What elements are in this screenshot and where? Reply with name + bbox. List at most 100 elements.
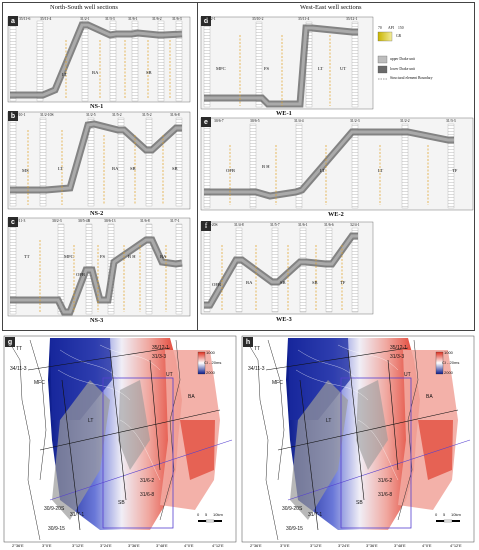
map-label: BA [426, 394, 433, 400]
panel-d-tag: d [201, 16, 211, 26]
map-label: 34/11-3 [248, 366, 265, 372]
map-label: 30/9-20S [44, 506, 65, 512]
panel-g-tag: g [5, 337, 15, 347]
element-label: BA [92, 70, 99, 75]
well-label: 30/2-1 [206, 17, 216, 21]
map-label: BA [188, 394, 195, 400]
well-label: 35/12-1 [346, 17, 358, 21]
map-label: 35/12-1 [152, 345, 169, 351]
map-label: 35/12-1 [390, 345, 407, 351]
map-label: UT [166, 372, 173, 378]
well-label: 31/6-6 [324, 223, 334, 227]
well-label: 31/2-2 [400, 119, 410, 123]
element-label: TF [452, 168, 458, 173]
legend-gr: GR [396, 34, 402, 38]
well-label: 31/6-1 [298, 223, 308, 227]
map-label: 31/6-2 [140, 478, 155, 484]
colorbar-top: 1000 [444, 350, 453, 355]
legend-api-max: 150 [398, 26, 404, 30]
panel-h-tag: h [243, 337, 253, 347]
colorbar-bottom: 2000 [206, 370, 215, 375]
element-label: BA [246, 280, 253, 285]
lon-tick: 3°36'E [128, 543, 140, 548]
element-label: FS [264, 66, 270, 71]
element-label: LT [58, 166, 64, 171]
well-label: 30/2-3 [52, 219, 62, 223]
well-label: 31/4-8 [234, 223, 244, 227]
well-label: 35/11-6 [19, 17, 31, 21]
element-label: TF [340, 280, 346, 285]
map-label: SB [118, 500, 125, 506]
colorbar-bottom: 2000 [444, 370, 453, 375]
legend-boundary: Structural element Boundary [390, 76, 433, 80]
element-label: SB [280, 280, 286, 285]
scale-5: 5 [443, 512, 446, 517]
lon-tick: 3°48'E [156, 543, 168, 548]
well-label: 31/6-3 [172, 17, 182, 21]
map-label: 31/6-2 [378, 478, 393, 484]
panel-c-tag: c [8, 217, 18, 227]
well-label: 31/5-2 [112, 113, 122, 117]
panel-b-section [7, 111, 191, 210]
well-label: 30/6-13 [104, 219, 116, 223]
map-h [241, 335, 475, 543]
panel-f-section [200, 221, 374, 315]
panel-a-tag: a [8, 16, 18, 26]
panel-d-section [200, 16, 393, 110]
contour-interval: CI - 20ms [204, 360, 222, 365]
ns-title: North-South well sections [50, 4, 118, 11]
we-title: West-East well sections [300, 4, 362, 11]
element-label: OFB [212, 282, 221, 287]
map-label: 34/11-3 [10, 366, 27, 372]
well-label: 31/5-7 [270, 223, 280, 227]
well-label: 31/2-10S [40, 113, 54, 117]
panel-b-tag: b [8, 111, 18, 121]
map-label: UT [404, 372, 411, 378]
well-label: 31/5-2 [142, 113, 152, 117]
scale-0: 0 [197, 512, 200, 517]
well-label: 31/6-2 [152, 17, 162, 21]
well-label: 35/11-4 [40, 17, 52, 21]
legend-api-unit: API [388, 26, 394, 30]
map-g [3, 335, 237, 543]
lon-tick: 4°0'E [184, 543, 194, 548]
map-label: 31/3-3 [152, 354, 167, 360]
lon-tick: 3°0'E [280, 543, 290, 548]
lon-tick: 3°36'E [366, 543, 378, 548]
lon-tick: 3°12'E [310, 543, 322, 548]
well-label: 35/10-1 [14, 113, 26, 117]
scale-10: 10km [213, 512, 223, 517]
well-label: 32/4-1 [350, 223, 360, 227]
panel-f-tag: f [201, 221, 211, 231]
map-label: TT [16, 346, 23, 352]
panel-b-caption: NS-2 [90, 210, 104, 217]
panel-e-section [200, 117, 474, 211]
well-label: 31/6-8 [140, 219, 150, 223]
scale-10: 10km [451, 512, 461, 517]
element-label: OFB [76, 272, 85, 277]
element-label: TT [24, 254, 30, 259]
map-label: LT [326, 418, 332, 424]
lon-tick: 2°36'E [250, 543, 262, 548]
well-label: 30/5-4B [78, 219, 91, 223]
scale-5: 5 [205, 512, 208, 517]
legend-lower: lower Drake unit [390, 67, 415, 71]
map-label: 30/9-15 [48, 526, 65, 532]
panel-a-section [7, 16, 191, 103]
element-label: UT [340, 66, 347, 71]
map-label: SB [356, 500, 363, 506]
well-label: 30/6-7 [214, 119, 224, 123]
well-label: 35/11-4 [298, 17, 310, 21]
well-label: 31/2-3 [350, 119, 360, 123]
lon-tick: 2°36'E [12, 543, 24, 548]
map-label: 31/6-8 [378, 492, 393, 498]
lon-tick: 3°24'E [338, 543, 350, 548]
scale-0: 0 [435, 512, 438, 517]
map-label: MFC [34, 380, 45, 386]
element-label: MFC [216, 66, 226, 71]
element-label: SB [172, 166, 178, 171]
map-label: 31/3-3 [390, 354, 405, 360]
well-label: 30/6-5 [250, 119, 260, 123]
well-label: 31/7-1 [170, 219, 180, 223]
